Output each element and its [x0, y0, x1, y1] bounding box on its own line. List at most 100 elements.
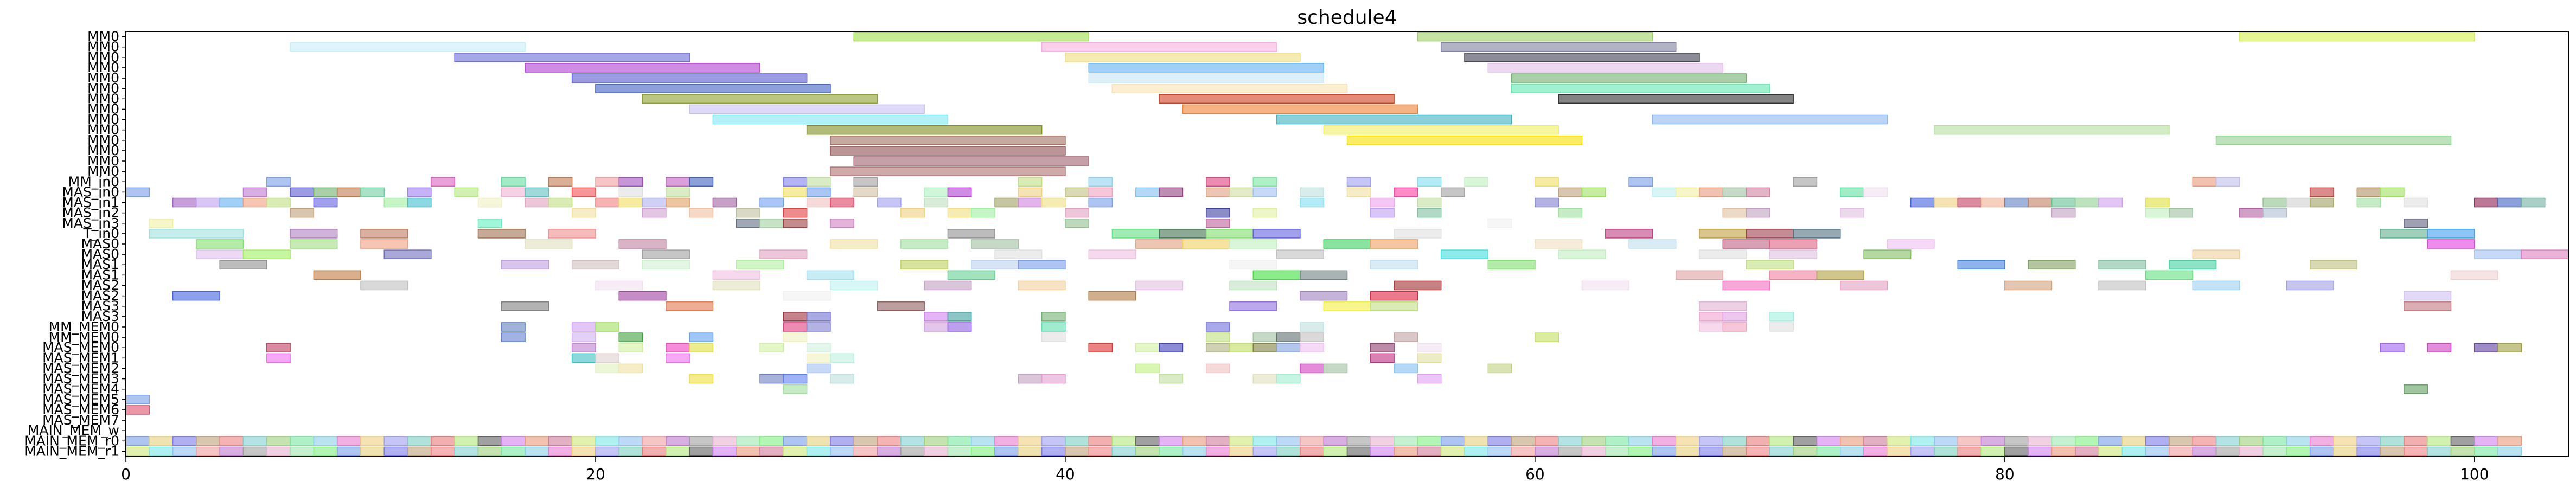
gantt-bar — [736, 208, 760, 218]
gantt-bar — [830, 135, 1066, 145]
gantt-bar — [1699, 312, 1724, 322]
memory-bar — [2098, 446, 2123, 457]
gantt-bar — [571, 353, 596, 363]
memory-bar — [2192, 436, 2217, 446]
gantt-bar — [1769, 322, 1794, 332]
gantt-bar — [571, 322, 596, 332]
memory-bar — [336, 436, 361, 446]
memory-bar — [2286, 436, 2311, 446]
gantt-bar — [1300, 270, 1348, 280]
gantt-bar — [242, 197, 267, 208]
y-tick-label: MM0 — [87, 143, 119, 158]
memory-bar — [125, 436, 150, 446]
memory-bar — [1535, 436, 1559, 446]
gantt-bar — [1111, 84, 1348, 93]
gantt-bar — [1159, 374, 1184, 384]
gantt-bar — [1394, 187, 1418, 197]
y-tick-label: MAS_MEM6 — [42, 402, 119, 418]
gantt-bar — [1252, 343, 1277, 353]
gantt-bar — [783, 374, 808, 384]
gantt-bar — [125, 187, 150, 197]
gantt-bar — [1722, 187, 1747, 197]
gantt-bar — [924, 312, 949, 322]
memory-bar — [196, 446, 220, 457]
gantt-bar — [783, 187, 808, 197]
gantt-bar — [1417, 353, 1442, 363]
gantt-bar — [1229, 260, 1277, 270]
gantt-bar — [2404, 291, 2452, 301]
gantt-bar — [1088, 177, 1113, 187]
gantt-bar — [2028, 260, 2076, 270]
y-tick-label: MAS_MEM5 — [42, 391, 119, 407]
memory-bar — [783, 436, 808, 446]
memory-bar — [1252, 436, 1277, 446]
y-tick-label: MAS1 — [81, 256, 119, 272]
memory-bar — [454, 436, 479, 446]
memory-bar — [1652, 446, 1677, 457]
memory-bar — [313, 436, 338, 446]
memory-bar — [1581, 436, 1606, 446]
memory-bar — [383, 446, 408, 457]
gantt-bar — [1535, 332, 1559, 342]
x-tick-label: 80 — [1995, 465, 2015, 483]
gantt-bar — [1252, 229, 1301, 239]
y-tick-label: MAS1 — [81, 267, 119, 282]
gantt-bar — [618, 363, 643, 374]
y-tick-label: MAS2 — [81, 277, 119, 293]
gantt-bar — [2427, 343, 2452, 353]
gantt-bar — [501, 177, 526, 187]
gantt-bar — [1018, 187, 1043, 197]
memory-bar — [689, 436, 714, 446]
gantt-bar — [1769, 249, 1818, 259]
y-axis: MM0MM0MM0MM0MM0MM0MM0MM0MM0MM0MM0MM0MM0M… — [24, 29, 126, 459]
gantt-bar — [1346, 177, 1371, 187]
gantt-bar — [266, 343, 291, 353]
gantt-bar — [947, 229, 995, 239]
memory-bar — [712, 436, 737, 446]
x-tick-label: 60 — [1525, 465, 1545, 483]
memory-bar — [2309, 446, 2334, 457]
gantt-bar — [1300, 343, 1324, 353]
gantt-bar — [1394, 363, 1418, 374]
gantt-bar — [1182, 104, 1418, 114]
gantt-bar — [571, 343, 596, 353]
gantt-bar — [689, 177, 714, 187]
memory-bar — [1276, 446, 1301, 457]
gantt-bar — [1041, 42, 1277, 52]
y-tick-label: MAS3 — [81, 298, 119, 314]
gantt-bar — [2262, 208, 2287, 218]
memory-bar — [1699, 436, 1724, 446]
gantt-bar — [431, 177, 455, 187]
memory-bar — [1722, 446, 1747, 457]
memory-bar — [1957, 436, 1982, 446]
gantt-bar — [1840, 187, 1864, 197]
gantt-bar — [1793, 177, 1818, 187]
gantt-bar — [1276, 114, 1512, 125]
gantt-bar — [2521, 249, 2569, 259]
memory-bar — [1276, 436, 1301, 446]
memory-bar — [2333, 446, 2358, 457]
y-tick-label: MM0 — [87, 112, 119, 127]
gantt-bar — [1300, 187, 1324, 197]
memory-bar — [2028, 436, 2053, 446]
gantt-bar — [501, 260, 549, 270]
gantt-bar — [313, 270, 361, 280]
memory-bar — [196, 436, 220, 446]
memory-bar — [642, 436, 667, 446]
gantt-bar — [125, 395, 150, 404]
gantt-bar — [666, 187, 690, 197]
memory-bar — [266, 436, 291, 446]
gantt-bar — [1511, 84, 1770, 93]
memory-bar — [1887, 446, 1912, 457]
y-tick-label: MM0 — [87, 70, 119, 86]
memory-bar — [1934, 446, 1958, 457]
gantt-bar — [266, 197, 291, 208]
gantt-bar — [1300, 363, 1324, 374]
y-tick-label: MAS_MEM7 — [42, 412, 119, 428]
gantt-bar — [806, 177, 831, 187]
gantt-bar — [2028, 197, 2053, 208]
gantt-bar — [1957, 197, 1982, 208]
gantt-bar — [242, 249, 291, 259]
gantt-bar — [1323, 239, 1371, 249]
gantt-bar — [1440, 187, 1465, 197]
